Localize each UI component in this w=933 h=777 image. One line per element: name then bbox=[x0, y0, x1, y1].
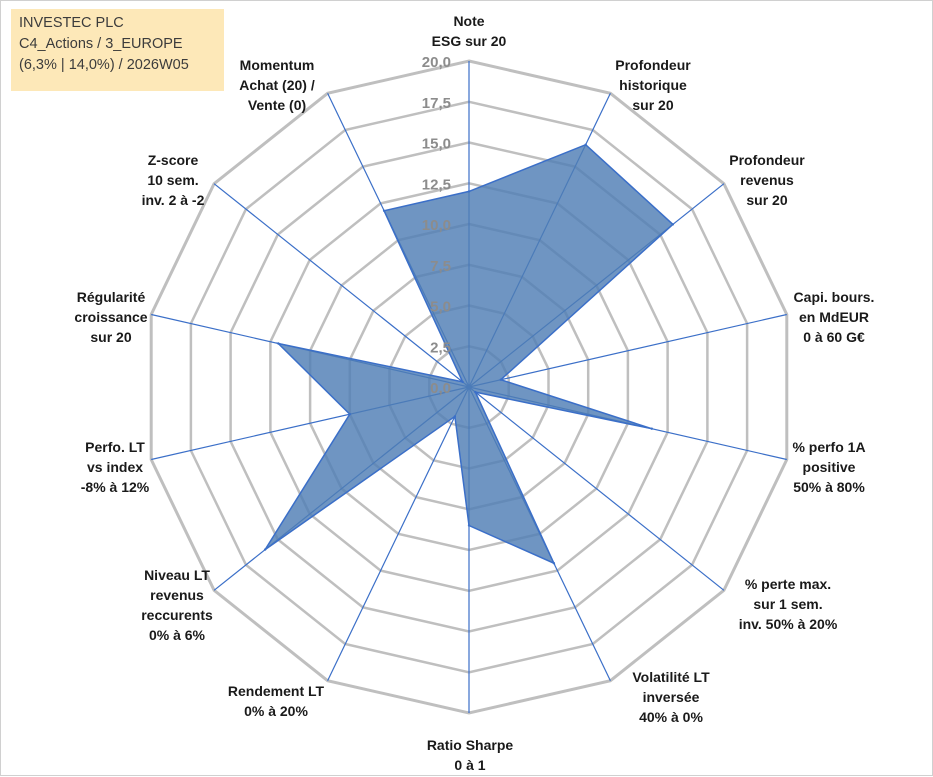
axis-label-9-line-2: 0% à 20% bbox=[244, 703, 308, 719]
axis-label-4-line-1: Capi. bours. bbox=[794, 289, 875, 305]
label-layer: Note ESG sur 20 Profondeur historique sur 20… bbox=[74, 13, 874, 773]
axis-label-9-line-1: Rendement LT bbox=[228, 683, 325, 699]
axis-label-2-line-1: Profondeur bbox=[615, 57, 691, 73]
axis-label-10-line-3: reccurents bbox=[141, 607, 213, 623]
axis-label-2-line-2: historique bbox=[619, 77, 687, 93]
period-label: (6,3% | 14,0%) / 2026W05 bbox=[19, 57, 189, 73]
axis-label-5-line-3: 50% à 80% bbox=[793, 479, 865, 495]
axis-label-1-line-1: Note bbox=[453, 13, 484, 29]
axis-label-4-line-2: en MdEUR bbox=[799, 309, 869, 325]
category-label: C4_Actions / 3_EUROPE bbox=[19, 36, 183, 52]
spoke-6 bbox=[468, 386, 725, 591]
axis-label-3-line-3: sur 20 bbox=[746, 192, 787, 208]
axis-label-13-line-2: 10 sem. bbox=[147, 172, 198, 188]
axis-label-11-line-3: -8% à 12% bbox=[81, 479, 150, 495]
series-layer bbox=[263, 143, 675, 565]
axis-label-7-line-2: inversée bbox=[643, 689, 700, 705]
spoke-9 bbox=[327, 386, 470, 681]
axis-label-1-line-2: ESG sur 20 bbox=[432, 33, 507, 49]
tick-label-7: 17,5 bbox=[422, 95, 451, 112]
axis-label-10-line-2: revenus bbox=[150, 587, 204, 603]
data-point-12 bbox=[277, 342, 280, 345]
axis-label-14-line-2: Achat (20) / bbox=[239, 77, 315, 93]
axis-label-2-line-3: sur 20 bbox=[632, 97, 673, 113]
axis-label-6-line-2: sur 1 sem. bbox=[753, 596, 822, 612]
axis-label-11-line-1: Perfo. LT bbox=[85, 439, 145, 455]
data-point-6 bbox=[474, 390, 477, 394]
spoke-13 bbox=[213, 183, 470, 388]
data-point-10 bbox=[263, 548, 267, 551]
axis-label-3-line-2: revenus bbox=[740, 172, 794, 188]
axis-label-5-line-1: % perfo 1A bbox=[792, 439, 865, 455]
data-point-11 bbox=[348, 413, 351, 416]
axis-label-12-line-1: Régularité bbox=[77, 289, 146, 305]
data-point-13 bbox=[461, 380, 464, 384]
axis-label-7-line-3: 40% à 0% bbox=[639, 709, 703, 725]
tick-label-2: 5,0 bbox=[430, 299, 451, 316]
axis-label-11-line-2: vs index bbox=[87, 459, 143, 475]
axis-label-6-line-3: inv. 50% à 20% bbox=[739, 616, 838, 632]
tick-label-3: 7,5 bbox=[430, 258, 451, 275]
axis-label-8-line-1: Ratio Sharpe bbox=[427, 737, 514, 753]
data-point-9 bbox=[453, 415, 457, 418]
axis-label-3-line-1: Profondeur bbox=[729, 152, 805, 168]
axis-label-13-line-3: inv. 2 à -2 bbox=[142, 192, 205, 208]
axis-label-8-line-2: 0 à 1 bbox=[454, 757, 485, 773]
tick-label-6: 15,0 bbox=[422, 136, 451, 153]
data-point-7 bbox=[552, 562, 556, 565]
axis-label-10-line-1: Niveau LT bbox=[144, 567, 210, 583]
axis-label-14-line-1: Momentum bbox=[240, 57, 315, 73]
company-name: INVESTEC PLC bbox=[19, 15, 124, 31]
axis-label-13-line-1: Z-score bbox=[148, 152, 199, 168]
axis-label-4-line-3: 0 à 60 G€ bbox=[803, 329, 865, 345]
tick-layer: 0,0 2,5 5,0 7,5 10,0 12,5 15,0 17,5 20,0 bbox=[422, 54, 451, 397]
data-point-4 bbox=[499, 378, 502, 381]
tick-label-8: 20,0 bbox=[422, 54, 451, 71]
axis-label-6-line-1: % perte max. bbox=[745, 576, 831, 592]
data-point-14 bbox=[382, 209, 386, 212]
tick-label-4: 10,0 bbox=[422, 217, 451, 234]
data-point-3 bbox=[671, 223, 675, 226]
axis-label-7-line-1: Volatilité LT bbox=[632, 669, 710, 685]
axis-label-12-line-3: sur 20 bbox=[90, 329, 131, 345]
tick-label-0: 0,0 bbox=[430, 380, 451, 397]
tick-label-1: 2,5 bbox=[430, 339, 451, 356]
axis-label-12-line-2: croissance bbox=[74, 309, 147, 325]
data-point-2 bbox=[584, 143, 587, 146]
axis-label-5-line-2: positive bbox=[803, 459, 856, 475]
axis-label-10-line-4: 0% à 6% bbox=[149, 627, 206, 643]
data-point-8 bbox=[467, 524, 471, 527]
axis-label-14-line-3: Vente (0) bbox=[248, 97, 306, 113]
data-point-1 bbox=[467, 190, 471, 193]
spoke-4 bbox=[468, 313, 787, 388]
tick-label-5: 12,5 bbox=[422, 176, 451, 193]
data-point-5 bbox=[650, 427, 653, 430]
info-box: INVESTEC PLC C4_Actions / 3_EUROPE (6,3%… bbox=[11, 9, 224, 91]
